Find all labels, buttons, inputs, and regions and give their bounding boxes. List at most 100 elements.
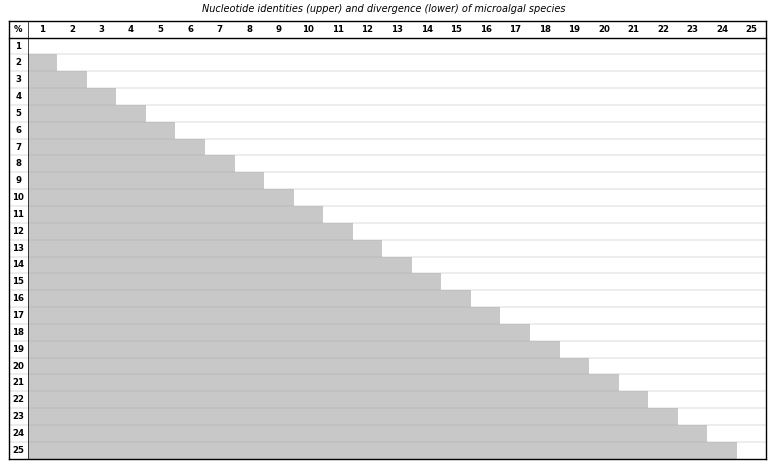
Text: 75.8: 75.8 [122, 59, 140, 67]
Text: 80.1: 80.1 [565, 75, 583, 84]
Text: 73.6: 73.6 [713, 361, 731, 371]
Text: 74.3: 74.3 [565, 294, 583, 303]
Text: 47.7: 47.7 [34, 294, 51, 303]
Text: 60.8: 60.8 [152, 41, 170, 51]
Text: 67.9: 67.9 [743, 176, 760, 185]
Text: 82.8: 82.8 [359, 210, 376, 219]
Text: 77.6: 77.6 [713, 345, 731, 354]
Text: 64.5: 64.5 [654, 160, 672, 168]
Text: 30.0: 30.0 [240, 412, 258, 421]
Text: 81.1: 81.1 [713, 260, 731, 270]
Text: 80.7: 80.7 [152, 75, 170, 84]
Text: 53.4: 53.4 [34, 244, 51, 253]
Text: 55.7: 55.7 [329, 395, 347, 404]
Text: 77.0: 77.0 [447, 92, 465, 101]
Text: 33.6: 33.6 [448, 378, 465, 387]
Text: 26.4: 26.4 [152, 378, 170, 387]
Text: 59.7: 59.7 [418, 41, 435, 51]
Text: 78.3: 78.3 [300, 59, 317, 67]
Text: 71.4: 71.4 [624, 227, 642, 236]
Text: 20.7: 20.7 [181, 142, 199, 152]
Text: 28.9: 28.9 [211, 227, 229, 236]
Text: 31.4: 31.4 [93, 328, 111, 337]
Text: 74.6: 74.6 [595, 260, 613, 270]
Text: 13: 13 [391, 25, 403, 34]
Text: 72.0: 72.0 [506, 59, 524, 67]
Text: 63.4: 63.4 [654, 378, 672, 387]
Text: 53.9: 53.9 [300, 176, 317, 185]
Text: 60.3: 60.3 [389, 92, 406, 101]
Text: 75.5: 75.5 [565, 210, 584, 219]
Text: 74.2: 74.2 [565, 59, 583, 67]
Text: 23.9: 23.9 [93, 378, 111, 387]
Text: -: - [514, 311, 517, 320]
Text: 60.1: 60.1 [743, 142, 760, 152]
Text: 16.7: 16.7 [122, 142, 140, 152]
Text: 60.5: 60.5 [743, 294, 760, 303]
Text: 19.2: 19.2 [93, 260, 111, 270]
Text: 81.3: 81.3 [713, 328, 731, 337]
Text: 61.0: 61.0 [654, 345, 672, 354]
Text: 56.0: 56.0 [34, 193, 51, 202]
Text: 65.3: 65.3 [654, 294, 672, 303]
Text: 74.8: 74.8 [565, 328, 583, 337]
Text: 58.8: 58.8 [743, 429, 760, 438]
Text: 59.7: 59.7 [565, 244, 584, 253]
Text: 61.2: 61.2 [743, 160, 760, 168]
Text: 58.3: 58.3 [743, 278, 760, 286]
Text: 24: 24 [716, 25, 728, 34]
Text: 16.7: 16.7 [122, 109, 140, 118]
Text: 64.0: 64.0 [743, 41, 760, 51]
Text: 62.5: 62.5 [654, 142, 672, 152]
Text: 78.7: 78.7 [447, 59, 465, 67]
Text: 79.7: 79.7 [447, 227, 465, 236]
Text: 74.4: 74.4 [565, 160, 583, 168]
Text: 19.1: 19.1 [300, 260, 317, 270]
Text: 25.6: 25.6 [211, 378, 229, 387]
Text: 77.9: 77.9 [536, 92, 554, 101]
Text: -: - [366, 227, 369, 236]
Text: 16.0: 16.0 [181, 260, 199, 270]
Text: 61.0: 61.0 [448, 446, 465, 455]
Text: 55.8: 55.8 [536, 244, 554, 253]
Text: -: - [544, 328, 546, 337]
Text: 20.7: 20.7 [93, 412, 111, 421]
Text: 67.8: 67.8 [270, 227, 288, 236]
Text: 75.6: 75.6 [240, 142, 258, 152]
Text: 77.9: 77.9 [329, 126, 347, 135]
Text: 28.3: 28.3 [240, 210, 258, 219]
Text: 77.6: 77.6 [713, 142, 731, 152]
Text: 76.2: 76.2 [240, 75, 258, 84]
Text: 65.8: 65.8 [270, 412, 288, 421]
Text: 41.2: 41.2 [506, 328, 524, 337]
Text: 78.0: 78.0 [624, 193, 642, 202]
Text: 80.8: 80.8 [477, 160, 495, 168]
Text: 73.3: 73.3 [536, 294, 554, 303]
Text: -: - [573, 345, 576, 354]
Text: 56.4: 56.4 [389, 378, 406, 387]
Text: 79.5: 79.5 [418, 210, 435, 219]
Text: 61.1: 61.1 [565, 41, 583, 51]
Text: 79.4: 79.4 [329, 193, 347, 202]
Text: -: - [189, 126, 192, 135]
Text: 5: 5 [15, 109, 22, 118]
Text: 29.8: 29.8 [181, 160, 199, 168]
Text: 60.9: 60.9 [300, 41, 317, 51]
Text: 55.7: 55.7 [359, 446, 376, 455]
Text: 61.0: 61.0 [684, 244, 701, 253]
Text: 76.3: 76.3 [240, 92, 258, 101]
Text: 17: 17 [12, 311, 25, 320]
Text: 34.1: 34.1 [93, 311, 111, 320]
Text: 79.7: 79.7 [624, 75, 642, 84]
Text: 20.3: 20.3 [181, 412, 199, 421]
Text: 73.7: 73.7 [211, 59, 229, 67]
Text: 40.7: 40.7 [595, 378, 613, 387]
Text: 25.6: 25.6 [63, 193, 81, 202]
Text: 54.2: 54.2 [654, 412, 672, 421]
Text: 52.6: 52.6 [300, 244, 317, 253]
Text: 60.1: 60.1 [389, 75, 406, 84]
Text: 77.0: 77.0 [359, 126, 376, 135]
Text: 57.9: 57.9 [388, 345, 406, 354]
Text: 19: 19 [12, 345, 25, 354]
Text: 75.5: 75.5 [240, 126, 258, 135]
